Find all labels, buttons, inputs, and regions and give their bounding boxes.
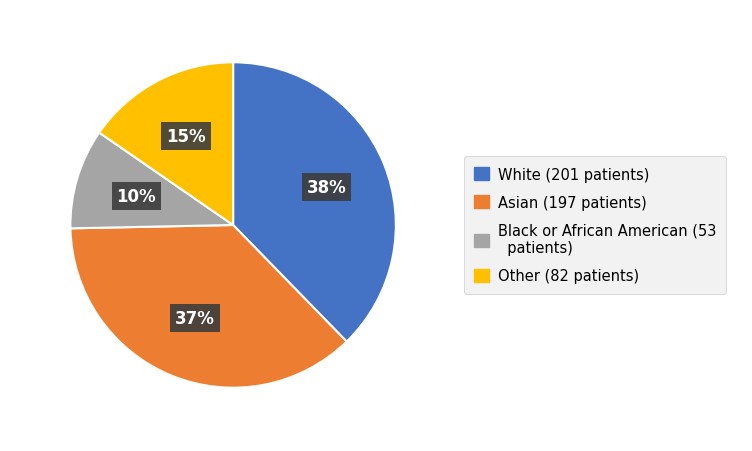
Text: 10%: 10% (117, 188, 156, 206)
Wedge shape (233, 63, 396, 342)
Legend: White (201 patients), Asian (197 patients), Black or African American (53
  pati: White (201 patients), Asian (197 patient… (464, 157, 726, 294)
Wedge shape (71, 133, 233, 229)
Text: 38%: 38% (307, 179, 347, 197)
Wedge shape (71, 226, 347, 388)
Wedge shape (99, 63, 233, 226)
Text: 15%: 15% (166, 127, 206, 145)
Text: 37%: 37% (175, 310, 215, 327)
